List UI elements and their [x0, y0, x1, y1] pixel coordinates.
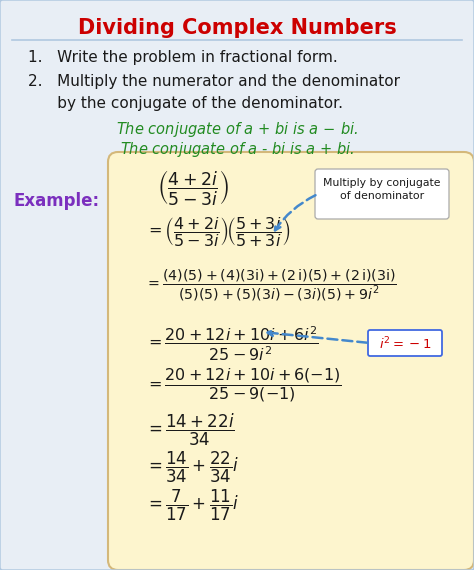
Text: $\left(\dfrac{4+2i}{5-3i}\right)$: $\left(\dfrac{4+2i}{5-3i}\right)$ — [157, 168, 229, 207]
Text: Multiply by conjugate
of denominator: Multiply by conjugate of denominator — [323, 178, 441, 201]
Text: 2.   Multiply the numerator and the denominator: 2. Multiply the numerator and the denomi… — [28, 74, 400, 89]
FancyBboxPatch shape — [368, 330, 442, 356]
Text: $=\dfrac{7}{17}+\dfrac{11}{17}i$: $=\dfrac{7}{17}+\dfrac{11}{17}i$ — [145, 488, 239, 523]
Text: by the conjugate of the denominator.: by the conjugate of the denominator. — [28, 96, 343, 111]
FancyBboxPatch shape — [108, 152, 474, 570]
Text: $i^2=-1$: $i^2=-1$ — [379, 336, 431, 353]
Text: The conjugate of $a$ - $bi$ is $a$ + $bi$.: The conjugate of $a$ - $bi$ is $a$ + $bi… — [120, 140, 354, 159]
Text: $=\dfrac{20+12i+10i+6i^2}{25-9i^2}$: $=\dfrac{20+12i+10i+6i^2}{25-9i^2}$ — [145, 325, 319, 364]
Text: $=\dfrac{(4)(5)+(4)(3\mathrm{i})+(2\,\mathrm{i})(5)+(2\,\mathrm{i})(3\mathrm{i}): $=\dfrac{(4)(5)+(4)(3\mathrm{i})+(2\,\ma… — [145, 268, 397, 303]
FancyBboxPatch shape — [315, 169, 449, 219]
Text: 1.   Write the problem in fractional form.: 1. Write the problem in fractional form. — [28, 50, 338, 65]
Text: The conjugate of $a$ + $bi$ is $a\,-\,bi$.: The conjugate of $a$ + $bi$ is $a\,-\,bi… — [116, 120, 358, 139]
Text: $=\left(\dfrac{4+2i}{5-3i}\right)\!\left(\dfrac{5+3i}{5+3i}\right)$: $=\left(\dfrac{4+2i}{5-3i}\right)\!\left… — [145, 215, 291, 248]
Text: Dividing Complex Numbers: Dividing Complex Numbers — [78, 18, 396, 38]
Text: $=\dfrac{14}{34}+\dfrac{22}{34}i$: $=\dfrac{14}{34}+\dfrac{22}{34}i$ — [145, 450, 239, 485]
Text: $=\dfrac{14+22i}{34}$: $=\dfrac{14+22i}{34}$ — [145, 412, 235, 448]
Text: $=\dfrac{20+12i+10i+6(-1)}{25-9(-1)}$: $=\dfrac{20+12i+10i+6(-1)}{25-9(-1)}$ — [145, 366, 342, 404]
Text: Example:: Example: — [14, 192, 100, 210]
